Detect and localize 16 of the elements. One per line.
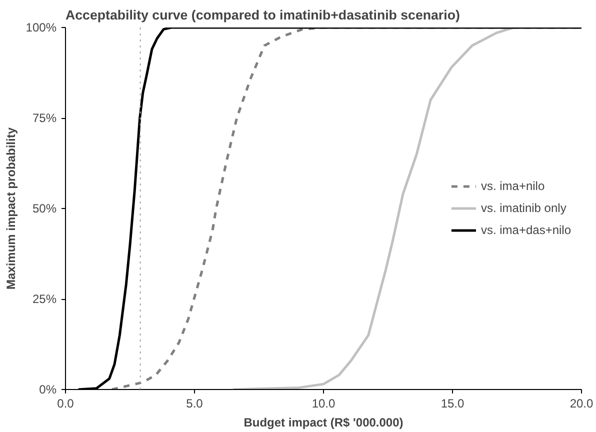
x-tick-label: 5.0 bbox=[186, 396, 204, 410]
y-tick-label: 0% bbox=[39, 382, 57, 396]
y-tick-label: 25% bbox=[32, 292, 57, 306]
legend-label: vs. ima+das+nilo bbox=[480, 223, 571, 237]
x-tick-label: 20.0 bbox=[570, 396, 594, 410]
y-tick-label: 100% bbox=[26, 20, 57, 34]
x-tick-label: 15.0 bbox=[440, 396, 465, 410]
chart-title: Acceptability curve (compared to imatinib+dasatinib scenario) bbox=[66, 8, 460, 22]
x-tick-label: 0.0 bbox=[57, 396, 74, 410]
legend-label: vs. imatinib only bbox=[480, 201, 566, 215]
y-axis-title: Maximum impact probability bbox=[4, 127, 18, 290]
legend-label: vs. ima+nilo bbox=[480, 179, 545, 193]
x-axis-title: Budget impact (R$ '000.000) bbox=[244, 416, 404, 430]
y-tick-label: 50% bbox=[32, 202, 57, 216]
x-tick-label: 10.0 bbox=[312, 396, 336, 410]
y-tick-label: 75% bbox=[32, 111, 57, 125]
